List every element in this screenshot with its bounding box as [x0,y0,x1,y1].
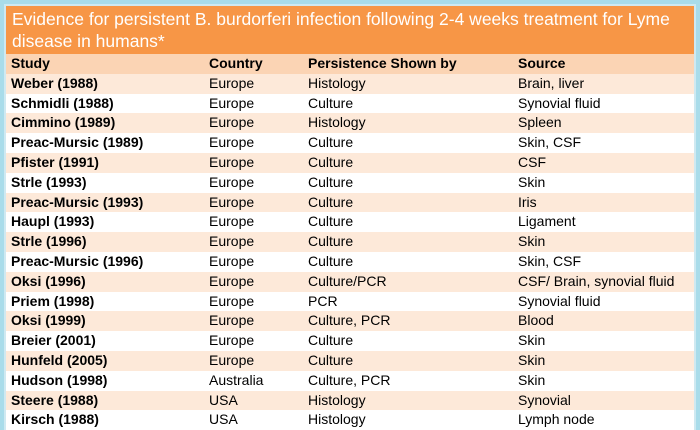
table-row: Preac-Mursic (1993) Europe Culture Iris [6,192,694,213]
header-source: Source [518,55,566,71]
study-cell: Schmidli (1988) [11,94,114,111]
table-row: Hunfeld (2005) Europe Culture Skin [6,350,694,371]
persistence-cell: Culture [308,213,354,230]
table-row: Cimmino (1989) Europe Histology Spleen [6,113,694,134]
header-study: Study [11,55,50,71]
study-cell: Preac-Mursic (1996) [11,252,144,269]
header-country: Country [209,55,263,71]
source-cell: Skin [518,233,546,250]
persistence-cell: Culture [308,153,354,170]
persistence-cell: Histology [308,114,366,131]
study-cell: Pfister (1991) [11,153,99,170]
country-cell: Europe [209,94,255,111]
country-cell: Europe [209,114,255,131]
source-cell: Skin, CSF [518,252,582,269]
persistence-cell: Histology [308,391,366,408]
persistence-cell: Culture [308,94,354,111]
header-persistence: Persistence Shown by [308,55,457,71]
table-row: Steere (1988) USA Histology Synovial [6,390,694,411]
country-cell: Europe [209,312,255,329]
study-cell: Oksi (1999) [11,312,86,329]
country-cell: Australia [209,371,264,388]
table-row: Priem (1998) Europe PCR Synovial fluid [6,291,694,312]
source-cell: Skin [518,371,546,388]
source-cell: Synovial fluid [518,94,601,111]
persistence-cell: Culture [308,252,354,269]
persistence-cell: Culture [308,233,354,250]
source-cell: CSF [518,153,546,170]
table-title: Evidence for persistent B. burdorferi in… [6,6,694,54]
study-cell: Strle (1993) [11,173,87,190]
table-row: Preac-Mursic (1989) Europe Culture Skin, CS… [6,133,694,153]
country-cell: Europe [209,153,255,170]
table-row: Breier (2001) Europe Culture Skin [6,331,694,351]
study-cell: Preac-Mursic (1993) [11,193,144,210]
table-row: Pfister (1991) Europe Culture CSF [6,152,694,173]
persistence-cell: Culture, PCR [308,371,391,388]
source-cell: Skin [518,173,546,190]
study-cell: Steere (1988) [11,391,99,408]
study-cell: Oksi (1996) [11,272,86,289]
persistence-cell: Culture [308,351,354,368]
study-cell: Weber (1988) [11,74,98,91]
study-cell: Kirsch (1988) [11,411,99,428]
table-row: Hudson (1998) Australia Culture, PCR Skin [6,370,694,391]
study-cell: Hunfeld (2005) [11,351,108,368]
source-cell: Blood [518,312,554,329]
study-cell: Hudson (1998) [11,371,108,388]
persistence-cell: Histology [308,411,366,428]
source-cell: Skin [518,332,546,349]
study-cell: Strle (1996) [11,233,87,250]
source-cell: Skin [518,351,546,368]
source-cell: CSF/ Brain, synovial fluid [518,272,675,289]
source-cell: Synovial [518,391,571,408]
source-cell: Iris [518,193,537,210]
table-row: Oksi (1999) Europe Culture, PCR Blood [6,311,694,332]
country-cell: Europe [209,252,255,269]
country-cell: Europe [209,74,255,91]
persistence-cell: Culture [308,193,354,210]
study-cell: Haupl (1993) [11,213,95,230]
country-cell: Europe [209,213,255,230]
persistence-cell: Culture/PCR [308,272,387,289]
table-row: Preac-Mursic (1996) Europe Culture Skin, CS… [6,251,694,272]
study-cell: Breier (2001) [11,332,96,349]
source-cell: Synovial fluid [518,292,601,309]
source-cell: Skin, CSF [518,134,582,151]
table-row: Strle (1993) Europe Culture Skin [6,172,694,193]
slide-frame: Evidence for persistent B. burdorferi in… [4,4,696,430]
study-cell: Priem (1998) [11,292,95,309]
persistence-cell: Culture [308,332,354,349]
table-row: Kirsch (1988) USA Histology Lymph node [6,410,694,430]
table-row: Weber (1988) Europe Histology Brain, liver [6,73,694,94]
country-cell: Europe [209,272,255,289]
country-cell: Europe [209,332,255,349]
persistence-cell: Culture [308,134,354,151]
country-cell: Europe [209,292,255,309]
persistence-cell: PCR [308,292,338,309]
source-cell: Brain, liver [518,74,585,91]
country-cell: Europe [209,193,255,210]
table-row: Oksi (1996) Europe Culture/PCR CSF/ Brain, … [6,271,694,292]
source-cell: Lymph node [518,411,595,428]
country-cell: Europe [209,173,255,190]
country-cell: USA [209,411,238,428]
source-cell: Ligament [518,213,576,230]
country-cell: Europe [209,134,255,151]
country-cell: Europe [209,233,255,250]
evidence-table: Study Country Persistence Shown by Sourc… [6,54,694,430]
study-cell: Preac-Mursic (1989) [11,134,144,151]
table-row: Schmidli (1988) Europe Culture Synovial flu… [6,93,694,114]
table-row: Strle (1996) Europe Culture Skin [6,232,694,252]
source-cell: Spleen [518,114,562,131]
header-row: Study Country Persistence Shown by Sourc… [6,54,694,74]
country-cell: Europe [209,351,255,368]
study-cell: Cimmino (1989) [11,114,116,131]
persistence-cell: Culture [308,173,354,190]
persistence-cell: Histology [308,74,366,91]
persistence-cell: Culture, PCR [308,312,391,329]
country-cell: USA [209,391,238,408]
table-row: Haupl (1993) Europe Culture Ligament [6,212,694,233]
